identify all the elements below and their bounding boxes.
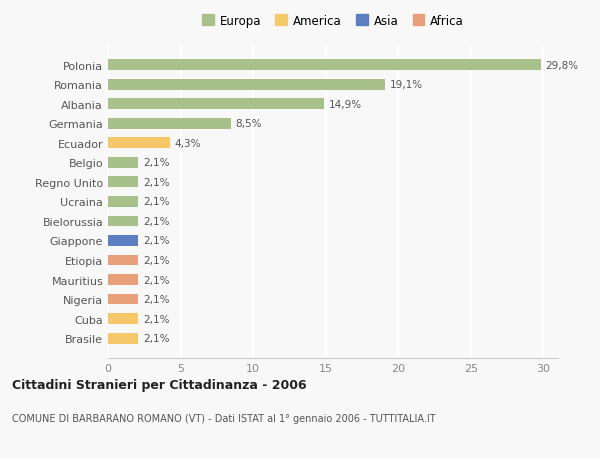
Bar [108,196,139,207]
Text: COMUNE DI BARBARANO ROMANO (VT) - Dati ISTAT al 1° gennaio 2006 - TUTTITALIA.IT: COMUNE DI BARBARANO ROMANO (VT) - Dati I… [12,413,436,423]
Text: 2,1%: 2,1% [143,256,169,265]
Legend: Europa, America, Asia, Africa: Europa, America, Asia, Africa [199,11,467,31]
Bar [108,157,139,168]
Text: 2,1%: 2,1% [143,236,169,246]
Text: Cittadini Stranieri per Cittadinanza - 2006: Cittadini Stranieri per Cittadinanza - 2… [12,379,307,392]
Text: 2,1%: 2,1% [143,314,169,324]
Text: 8,5%: 8,5% [236,119,262,129]
Text: 2,1%: 2,1% [143,178,169,187]
Bar [108,79,385,90]
Bar [108,99,324,110]
Text: 19,1%: 19,1% [389,80,423,90]
Text: 2,1%: 2,1% [143,334,169,343]
Bar [108,177,139,188]
Text: 2,1%: 2,1% [143,217,169,226]
Bar [108,118,232,129]
Bar [108,235,139,246]
Text: 2,1%: 2,1% [143,197,169,207]
Bar [108,313,139,325]
Bar [108,274,139,285]
Bar [108,333,139,344]
Text: 29,8%: 29,8% [545,61,578,70]
Bar [108,294,139,305]
Text: 14,9%: 14,9% [329,100,362,109]
Text: 2,1%: 2,1% [143,275,169,285]
Text: 4,3%: 4,3% [175,139,201,148]
Text: 2,1%: 2,1% [143,158,169,168]
Bar [108,138,170,149]
Bar [108,60,541,71]
Bar [108,216,139,227]
Text: 2,1%: 2,1% [143,295,169,304]
Bar [108,255,139,266]
